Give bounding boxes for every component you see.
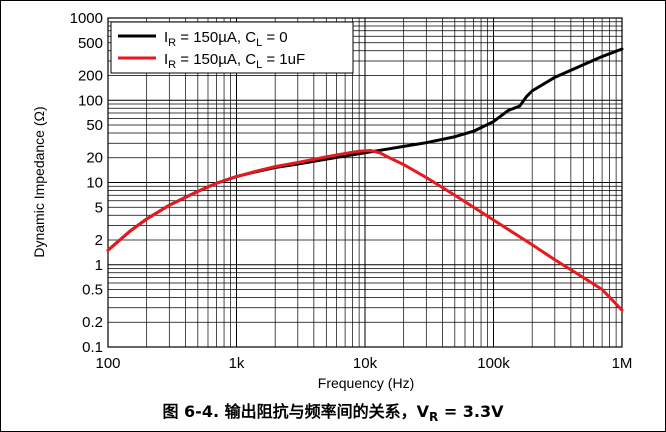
- legend-label-black: IR = 150µA, CL = 0: [164, 29, 288, 49]
- y-tick-label: 20: [86, 150, 103, 167]
- tick-labels: 100 1k 10k 100k 1M 0.1 0.2 0.5 1 2 5 10 20 50 100 200 50…: [70, 10, 633, 372]
- y-tick-label: 5: [95, 199, 103, 216]
- y-tick-label: 100: [78, 92, 103, 109]
- legend-box: [110, 21, 354, 74]
- caption-vr-value: = 3.3V: [438, 402, 504, 421]
- plot-border: [107, 17, 623, 348]
- y-tick-label: 1: [95, 257, 103, 274]
- x-axis-label: Frequency (Hz): [318, 375, 414, 391]
- y-tick-label: 2: [95, 232, 103, 249]
- y-tick-label: 0.1: [82, 339, 103, 356]
- caption-vr: V: [416, 402, 429, 421]
- x-tick-label: 100: [95, 355, 120, 372]
- caption-vr-subscript: R: [429, 410, 439, 425]
- legend-label-red: IR = 150µA, CL = 1uF: [164, 51, 305, 71]
- x-tick-label: 1k: [229, 355, 245, 372]
- y-axis-label: Dynamic Impedance (Ω): [31, 106, 47, 257]
- y-tick-label: 500: [78, 35, 103, 52]
- y-tick-label: 10: [86, 175, 103, 192]
- caption-text: 图 6-4. 输出阻抗与频率间的关系，: [162, 402, 417, 421]
- figure-caption: 图 6-4. 输出阻抗与频率间的关系，VR = 3.3V: [0, 398, 666, 424]
- x-tick-label: 100k: [477, 355, 510, 372]
- y-tick-label: 200: [78, 67, 103, 84]
- x-tick-label: 1M: [612, 355, 633, 372]
- x-tick-label: 10k: [353, 355, 378, 372]
- y-tick-label: 1000: [70, 10, 103, 27]
- y-tick-label: 0.2: [82, 314, 103, 331]
- legend: IR = 150µA, CL = 0 IR = 150µA, CL = 1uF: [110, 21, 354, 74]
- series-line-cl-1uf: [106, 148, 624, 312]
- y-tick-label: 50: [86, 117, 103, 134]
- series-lines: [106, 47, 624, 312]
- y-tick-label: 0.5: [82, 282, 103, 299]
